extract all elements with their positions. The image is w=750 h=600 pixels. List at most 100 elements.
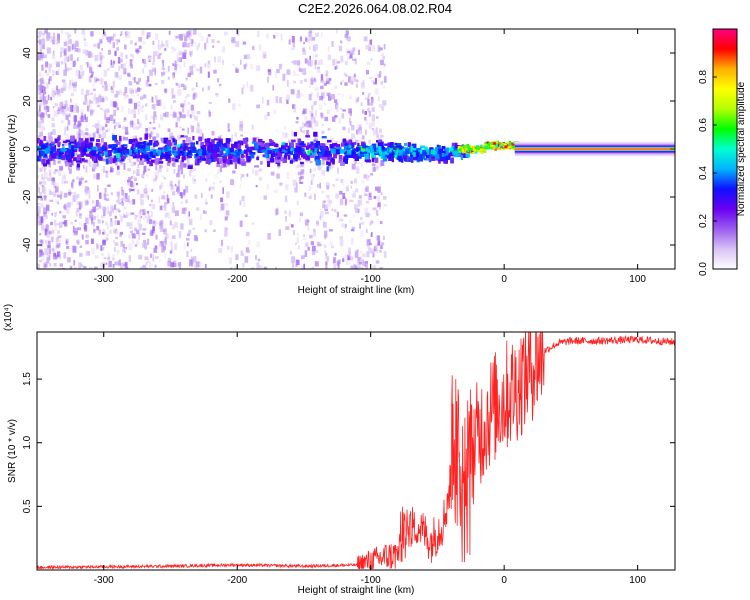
heatmap-cell <box>101 55 105 59</box>
heatmap-cell <box>65 104 68 110</box>
heatmap-cell <box>133 102 138 110</box>
heatmap-cell <box>193 256 197 263</box>
heatmap-cell <box>124 44 127 50</box>
heatmap-cell <box>150 115 154 120</box>
heatmap-cell <box>224 227 228 231</box>
heatmap-cell <box>345 198 348 204</box>
heatmap-cell <box>105 116 108 119</box>
heatmap-cell <box>78 128 81 133</box>
heatmap-cell <box>356 263 361 268</box>
heatmap-cell <box>208 187 211 191</box>
heatmap-cell <box>124 215 128 218</box>
heatmap-cell <box>73 115 77 122</box>
heatmap-cell <box>42 33 45 36</box>
heatmap-cell <box>207 61 211 69</box>
heatmap-cell <box>272 85 274 91</box>
heatmap-cell <box>167 128 171 133</box>
heatmap-cell <box>224 216 228 221</box>
heatmap-cell <box>74 219 77 222</box>
heatmap-cell <box>378 47 383 51</box>
heatmap-cell <box>379 249 382 253</box>
heatmap-cell <box>327 196 330 203</box>
heatmap-cell <box>142 242 145 248</box>
heatmap-cell <box>60 61 64 65</box>
heatmap-cell <box>187 146 192 150</box>
heatmap-cell <box>140 216 143 219</box>
heatmap-cell <box>368 110 372 117</box>
heatmap-cell <box>231 134 233 142</box>
heatmap-cell <box>296 73 299 76</box>
heatmap-cell <box>135 125 140 130</box>
heatmap-cell <box>166 146 171 152</box>
heatmap-cell <box>183 207 187 212</box>
heatmap-cell <box>218 210 223 213</box>
heatmap-cell <box>110 89 114 94</box>
heatmap-cell <box>391 157 394 163</box>
heatmap-cell <box>349 53 353 59</box>
heatmap-cell <box>299 177 301 184</box>
heatmap-cell <box>170 241 173 247</box>
heatmap-cell <box>48 189 51 195</box>
heatmap-cell <box>370 173 374 176</box>
heatmap-cell <box>174 210 179 216</box>
heatmap-cell <box>333 152 337 159</box>
heatmap-cell <box>381 80 384 84</box>
heatmap-cell <box>195 68 200 72</box>
heatmap-cell <box>107 256 110 260</box>
heatmap-cell <box>134 214 137 220</box>
heatmap-cell <box>308 93 312 101</box>
heatmap-cell <box>315 54 318 58</box>
heatmap-cell <box>53 172 57 175</box>
heatmap-cell <box>143 94 147 99</box>
heatmap-cell <box>105 221 108 226</box>
heatmap-cell <box>256 65 261 72</box>
heatmap-cell <box>320 85 324 90</box>
heatmap-cell <box>43 96 47 102</box>
heatmap-cell <box>56 236 60 242</box>
heatmap-cell <box>76 194 80 198</box>
heatmap-cell <box>357 124 359 129</box>
heatmap-cell <box>320 113 324 119</box>
heatmap-cell <box>74 60 76 66</box>
heatmap-cell <box>357 208 360 213</box>
heatmap-cell <box>182 52 187 59</box>
heatmap-cell <box>283 154 287 160</box>
heatmap-cell <box>99 192 102 199</box>
heatmap-cell <box>80 176 83 181</box>
heatmap-cell <box>116 191 120 197</box>
heatmap-cell <box>59 263 63 267</box>
heatmap-cell <box>368 139 371 145</box>
heatmap-cell <box>358 267 362 269</box>
heatmap-cell <box>117 220 120 225</box>
heatmap-cell <box>241 87 244 95</box>
heatmap-cell <box>145 131 148 135</box>
heatmap-cell <box>63 86 67 90</box>
heatmap-cell <box>359 199 363 206</box>
heatmap-cell <box>115 142 121 145</box>
heatmap-cell <box>380 59 384 66</box>
heatmap-cell <box>379 221 383 225</box>
figure-title: C2E2.2026.064.08.02.R04 <box>298 1 452 16</box>
heatmap-cell <box>52 230 55 234</box>
heatmap-cell <box>285 216 287 222</box>
heatmap-cell <box>203 210 207 214</box>
heatmap-cell <box>185 152 189 155</box>
heatmap-cell <box>176 151 181 156</box>
heatmap-cell <box>444 151 448 157</box>
heatmap-cell <box>102 240 106 246</box>
heatmap-cell <box>43 211 47 217</box>
heatmap-cell <box>86 133 91 139</box>
heatmap-cell <box>192 29 197 35</box>
heatmap-cell <box>388 156 393 161</box>
heatmap-cell <box>183 99 186 106</box>
heatmap-cell <box>380 134 384 138</box>
heatmap-cell <box>94 266 98 269</box>
heatmap-cell <box>114 242 119 246</box>
heatmap-cell <box>365 229 368 233</box>
heatmap-cell <box>124 250 127 254</box>
heatmap-cell <box>101 220 104 224</box>
heatmap-cell <box>144 141 148 145</box>
heatmap-cell <box>73 123 76 129</box>
heatmap-cell <box>164 88 167 94</box>
heatmap-cell <box>48 63 53 68</box>
